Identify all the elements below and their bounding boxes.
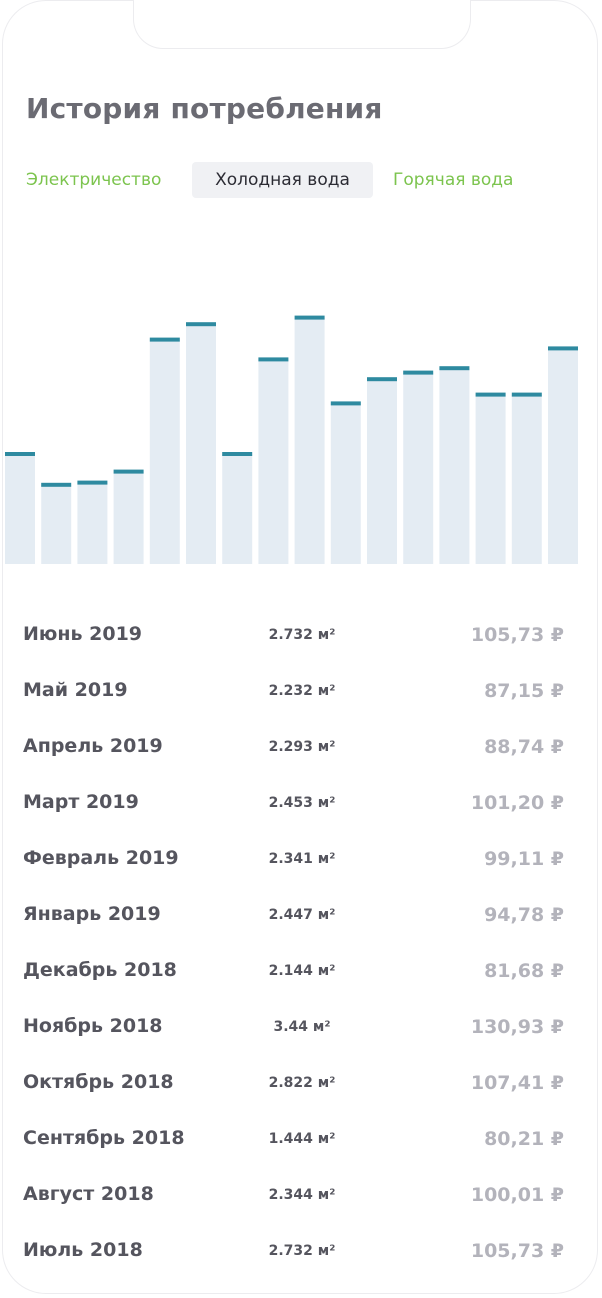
- history-amount: 101,20 ₽: [470, 792, 564, 814]
- history-volume: 2.447 м²: [268, 907, 336, 923]
- chart-bar[interactable]: [475, 394, 506, 564]
- chart-bar[interactable]: [77, 482, 108, 564]
- history-volume: 2.732 м²: [268, 627, 336, 643]
- history-volume: 2.232 м²: [268, 683, 336, 699]
- chart-bar-cap: [330, 401, 361, 406]
- history-amount: 81,68 ₽: [484, 960, 564, 982]
- chart-bar-cap: [511, 392, 542, 397]
- chart-bar-cap: [475, 392, 506, 397]
- chart-bar[interactable]: [41, 484, 72, 564]
- history-period: Октябрь 2018: [23, 1071, 174, 1093]
- history-period: Август 2018: [23, 1183, 154, 1205]
- chart-bar[interactable]: [439, 368, 470, 564]
- chart-bar-cap: [41, 482, 72, 487]
- chart-bar[interactable]: [367, 379, 397, 564]
- chart-bar-cap: [149, 337, 180, 342]
- chart-bar[interactable]: [294, 317, 325, 564]
- history-row[interactable]: Август 2018 2.344 м² 100,01 ₽: [0, 1169, 602, 1225]
- history-volume: 2.293 м²: [268, 739, 336, 755]
- history-row[interactable]: Январь 2019 2.447 м² 94,78 ₽: [0, 889, 602, 945]
- history-period: Февраль 2019: [23, 847, 179, 869]
- history-amount: 100,01 ₽: [470, 1184, 564, 1206]
- history-amount: 88,74 ₽: [484, 736, 564, 758]
- history-period: Ноябрь 2018: [23, 1015, 163, 1037]
- chart-bar-cap: [258, 357, 289, 362]
- history-amount: 80,21 ₽: [484, 1128, 564, 1150]
- history-amount: 105,73 ₽: [470, 1240, 564, 1262]
- history-row[interactable]: Июнь 2019 2.732 м² 105,73 ₽: [0, 609, 602, 665]
- history-volume: 2.341 м²: [268, 851, 336, 867]
- chart-bar[interactable]: [403, 372, 434, 564]
- history-amount: 105,73 ₽: [470, 624, 564, 646]
- history-period: Апрель 2019: [23, 735, 163, 757]
- history-period: Июнь 2019: [23, 623, 143, 645]
- chart-bar-cap: [5, 452, 35, 456]
- history-period: Март 2019: [23, 791, 139, 813]
- history-volume: 2.344 м²: [268, 1187, 336, 1203]
- history-volume: 3.44 м²: [273, 1019, 331, 1035]
- history-period: Декабрь 2018: [23, 959, 177, 981]
- history-list: Июнь 2019 2.732 м² 105,73 ₽ Май 2019 2.232 м…: [0, 609, 602, 1281]
- history-amount: 130,93 ₽: [470, 1016, 564, 1038]
- consumption-chart-svg: [5, 315, 578, 564]
- history-amount: 94,78 ₽: [484, 904, 564, 926]
- history-volume: 2.822 м²: [268, 1075, 336, 1091]
- history-volume: 1.444 м²: [268, 1131, 336, 1147]
- chart-bar-cap: [439, 366, 470, 371]
- utility-tabs: Электричество Холодная вода Горячая вода: [0, 162, 602, 198]
- history-amount: 87,15 ₽: [484, 680, 564, 702]
- history-row[interactable]: Апрель 2019 2.293 м² 88,74 ₽: [0, 721, 602, 777]
- chart-bar[interactable]: [222, 454, 253, 564]
- history-amount: 107,41 ₽: [470, 1072, 564, 1094]
- history-row[interactable]: Сентябрь 2018 1.444 м² 80,21 ₽: [0, 1113, 602, 1169]
- history-volume: 2.453 м²: [268, 795, 336, 811]
- history-row[interactable]: Май 2019 2.232 м² 87,15 ₽: [0, 665, 602, 721]
- history-volume: 2.732 м²: [268, 1243, 336, 1259]
- tab-electricity[interactable]: Электричество: [26, 170, 162, 190]
- history-row[interactable]: Ноябрь 2018 3.44 м² 130,93 ₽: [0, 1001, 602, 1057]
- history-row[interactable]: Октябрь 2018 2.822 м² 107,41 ₽: [0, 1057, 602, 1113]
- tab-hot-water[interactable]: Горячая вода: [393, 170, 514, 190]
- chart-bar-cap: [367, 377, 397, 382]
- chart-bar-cap: [548, 346, 578, 351]
- page-title: История потребления: [26, 92, 383, 125]
- chart-bar[interactable]: [511, 394, 542, 564]
- chart-bar[interactable]: [258, 359, 289, 564]
- history-amount: 99,11 ₽: [484, 848, 564, 870]
- chart-bar[interactable]: [113, 471, 144, 564]
- chart-bar[interactable]: [5, 454, 35, 564]
- chart-bar[interactable]: [548, 348, 578, 564]
- history-period: Январь 2019: [23, 903, 161, 925]
- history-volume: 2.144 м²: [268, 963, 336, 979]
- tab-cold-water[interactable]: Холодная вода: [192, 162, 373, 198]
- chart-bar-cap: [294, 315, 325, 320]
- chart-bar-cap: [186, 322, 216, 327]
- history-row[interactable]: Февраль 2019 2.341 м² 99,11 ₽: [0, 833, 602, 889]
- chart-bar-cap: [403, 370, 434, 375]
- history-row[interactable]: Июль 2018 2.732 м² 105,73 ₽: [0, 1225, 602, 1281]
- device-notch: [133, 0, 471, 49]
- chart-bar-cap: [222, 452, 253, 456]
- history-period: Июль 2018: [23, 1239, 143, 1261]
- chart-bar-cap: [77, 480, 108, 485]
- history-period: Сентябрь 2018: [23, 1127, 185, 1149]
- chart-bar[interactable]: [149, 339, 180, 564]
- consumption-chart: [0, 300, 602, 564]
- history-row[interactable]: Март 2019 2.453 м² 101,20 ₽: [0, 777, 602, 833]
- history-period: Май 2019: [23, 679, 128, 701]
- history-row[interactable]: Декабрь 2018 2.144 м² 81,68 ₽: [0, 945, 602, 1001]
- chart-bar[interactable]: [330, 403, 361, 564]
- chart-bar[interactable]: [186, 324, 216, 564]
- chart-bar-cap: [113, 469, 144, 474]
